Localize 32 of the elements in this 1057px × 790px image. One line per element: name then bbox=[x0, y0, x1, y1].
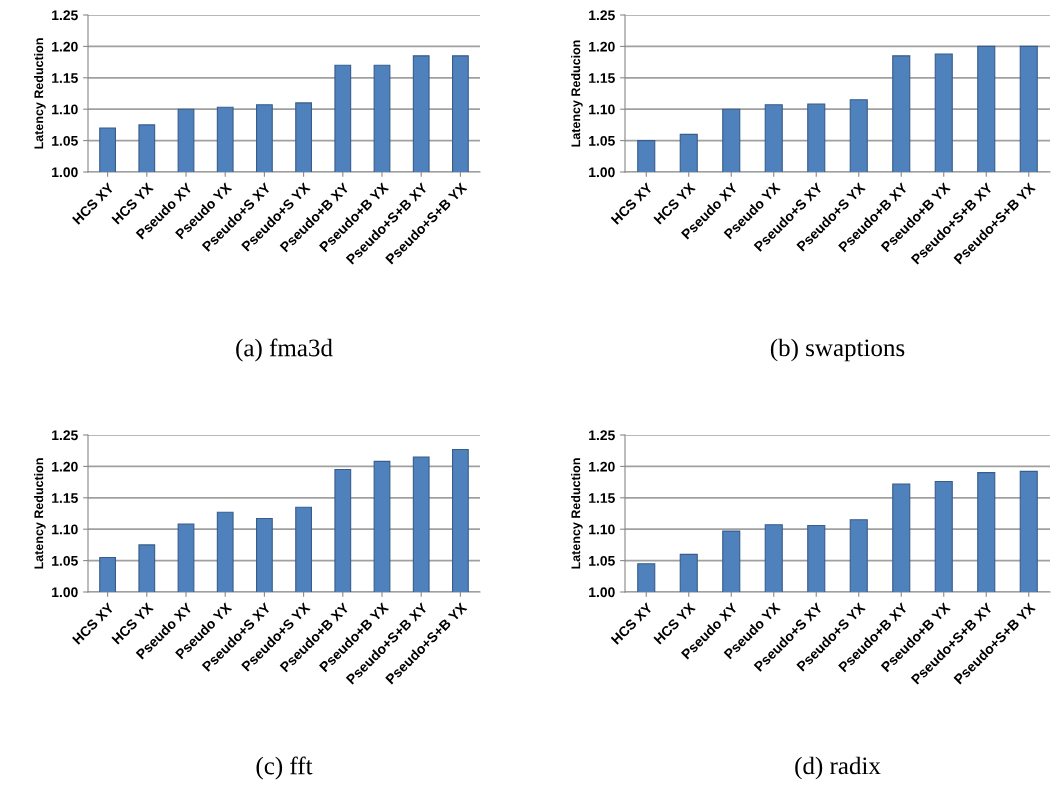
y-tick-label: 1.25 bbox=[52, 10, 78, 21]
text: (c) fft bbox=[256, 756, 313, 780]
y-tick-label: 1.05 bbox=[52, 135, 78, 146]
y-tick-label: 1.15 bbox=[52, 493, 78, 503]
y-tick-label: 1.00 bbox=[52, 167, 78, 178]
y-tick-label: 1.00 bbox=[589, 587, 615, 598]
y-axis-title: Latency Reduction bbox=[34, 38, 46, 149]
text: (b) swaptions bbox=[770, 338, 905, 362]
y-tick-label: 1.20 bbox=[589, 41, 615, 52]
y-tick-label: 1.25 bbox=[52, 430, 78, 441]
y-axis-title: Latency Reduction bbox=[571, 458, 583, 569]
y-tick-label: 1.05 bbox=[52, 555, 78, 566]
text: (a) fma3d bbox=[236, 338, 333, 362]
y-axis-title: Latency Reducion bbox=[571, 40, 583, 147]
y-tick-label: 1.15 bbox=[589, 493, 615, 503]
y-tick-label: 1.00 bbox=[589, 167, 615, 178]
y-tick-label: 1.10 bbox=[589, 104, 615, 115]
y-tick-label: 1.10 bbox=[589, 524, 615, 535]
text: (d) radix bbox=[795, 756, 881, 780]
y-tick-label: 1.10 bbox=[52, 104, 78, 115]
y-tick-label: 1.20 bbox=[52, 461, 78, 472]
y-tick-label: 1.20 bbox=[589, 461, 615, 472]
y-axis-title: Latency Reduction bbox=[34, 458, 46, 569]
y-tick-label: 1.15 bbox=[589, 73, 615, 83]
y-tick-label: 1.25 bbox=[589, 10, 615, 21]
y-tick-label: 1.25 bbox=[589, 430, 615, 441]
y-tick-label: 1.05 bbox=[589, 555, 615, 566]
y-tick-label: 1.10 bbox=[52, 524, 78, 535]
y-tick-label: 1.05 bbox=[589, 135, 615, 146]
y-tick-label: 1.00 bbox=[52, 587, 78, 598]
y-tick-label: 1.20 bbox=[52, 41, 78, 52]
y-tick-label: 1.15 bbox=[52, 73, 78, 83]
